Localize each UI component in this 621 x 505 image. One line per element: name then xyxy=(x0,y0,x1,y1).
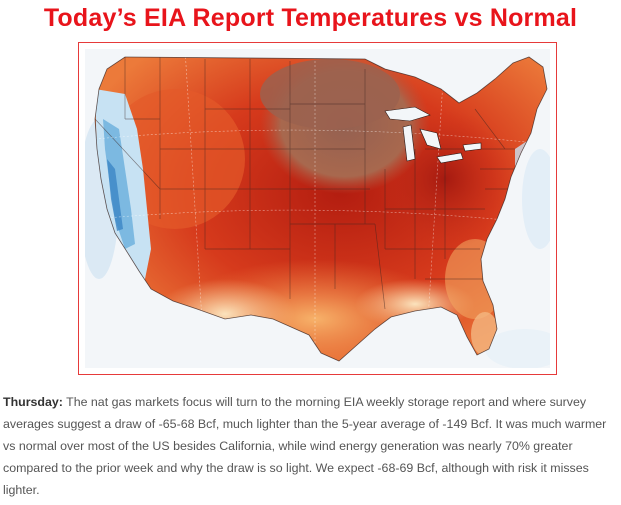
caption-body: The nat gas markets focus will turn to t… xyxy=(3,395,607,497)
report-caption: Thursday: The nat gas markets focus will… xyxy=(3,391,619,501)
us-anomaly-map-graphic xyxy=(85,49,550,368)
caption-day-label: Thursday: xyxy=(3,395,63,409)
page-title: Today’s EIA Report Temperatures vs Norma… xyxy=(43,4,578,32)
temperature-anomaly-map xyxy=(78,42,557,375)
